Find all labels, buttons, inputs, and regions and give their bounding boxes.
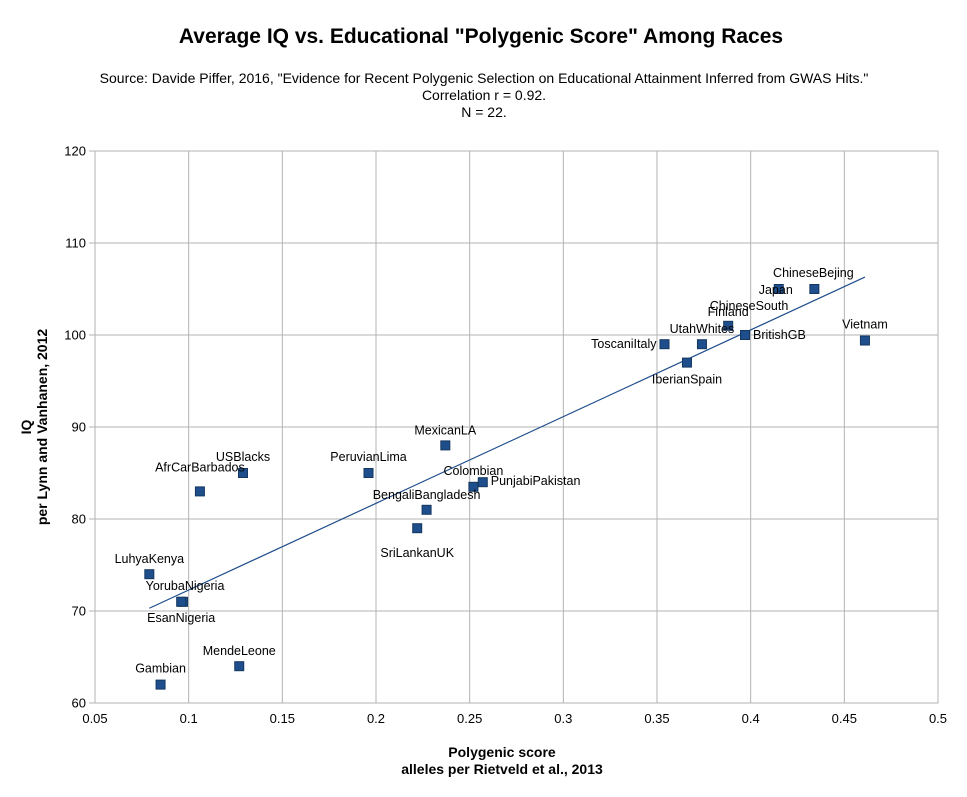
x-tick-label: 0.35	[644, 711, 669, 726]
point-label-utahwhites: UtahWhites	[670, 322, 735, 336]
x-tick-label: 0.45	[832, 711, 857, 726]
x-tick-label: 0.25	[457, 711, 482, 726]
point-label-britishgb: BritishGB	[753, 328, 806, 342]
point-label-japan: Japan	[759, 283, 793, 297]
point-mendeleone	[234, 661, 245, 672]
point-label-chinesebejing: ChineseBejing	[773, 266, 854, 280]
point-chinesesouth	[740, 330, 751, 340]
point-finland	[723, 320, 734, 331]
point-usblacks	[237, 468, 248, 478]
x-tick-labels: 0.05 0.1 0.15 0.2 0.25 0.3 0.35 0.4 0.45 0.5	[82, 711, 947, 726]
chart-title: Average IQ vs. Educational "Polygenic Sc…	[179, 25, 783, 48]
y-tick-label: 100	[64, 328, 86, 343]
point-label-srilankanuk: SriLankanUK	[380, 546, 454, 560]
y-tick-label: 60	[72, 696, 86, 711]
point-peruvianlima	[363, 468, 374, 478]
point-label-peruvianlima: PeruvianLima	[330, 450, 406, 464]
point-labels: Gambian LuhyaKenya YorubaNigeria EsanNigeri…	[115, 266, 888, 676]
point-label-luhyakenya: LuhyaKenya	[115, 552, 185, 566]
point-label-afrcarbarbados: AfrCarBarbados	[155, 460, 245, 474]
y-tick-label: 70	[72, 604, 86, 619]
point-srilankanuk	[412, 523, 423, 534]
x-tick-label: 0.5	[929, 711, 947, 726]
point-label-chinesesouth: ChineseSouth	[710, 299, 789, 313]
plot-area-frame	[94, 150, 939, 704]
x-axis-label: Polygenic score	[448, 744, 556, 760]
point-japan	[773, 284, 784, 294]
grid-lines	[89, 150, 939, 704]
x-tick-label: 0.4	[742, 711, 760, 726]
y-tick-label: 120	[64, 144, 86, 159]
point-iberianspain	[681, 357, 692, 368]
x-tick-label: 0.3	[554, 711, 572, 726]
trendline	[149, 276, 866, 609]
y-axis-label: IQ	[18, 420, 34, 435]
point-label-mendeleone: MendeLeone	[203, 644, 276, 658]
x-tick-label: 0.1	[180, 711, 198, 726]
point-label-gambian: Gambian	[135, 662, 186, 676]
point-label-vietnam: Vietnam	[842, 318, 888, 332]
chart-subtitle-correlation: Correlation r = 0.92.	[422, 87, 546, 103]
point-bengalibangladesh	[421, 504, 432, 515]
x-axis-sublabel: alleles per Rietveld et al., 2013	[401, 761, 603, 777]
x-tick-label: 0.05	[82, 711, 107, 726]
x-tick-label: 0.2	[367, 711, 385, 726]
point-label-usblacks: USBlacks	[216, 450, 270, 464]
point-utahwhites	[696, 339, 707, 350]
point-label-toscaniitaly: ToscaniItaly	[591, 337, 657, 351]
data-points	[144, 284, 870, 690]
chart-subtitle-n: N = 22.	[461, 104, 507, 120]
point-luhyakenya	[144, 569, 155, 580]
point-toscaniitaly	[659, 339, 670, 350]
chart-subtitle-source: Source: Davide Piffer, 2016, "Evidence f…	[100, 70, 869, 86]
point-mexicanla	[440, 440, 451, 451]
point-punjabipakistan	[477, 477, 488, 488]
point-gambian	[155, 679, 166, 690]
point-esannigeria	[176, 596, 187, 607]
y-tick-labels: 60 70 80 90 100 110 120	[64, 144, 86, 711]
point-label-colombian: Colombian	[444, 464, 504, 478]
point-label-esannigeria: EsanNigeria	[147, 611, 215, 625]
y-tick-label: 90	[72, 420, 86, 435]
point-label-finland: Finland	[708, 305, 749, 319]
point-vietnam	[859, 335, 870, 346]
point-label-iberianspain: IberianSpain	[652, 373, 722, 387]
point-label-yorubanigeria: YorubaNigeria	[146, 579, 225, 593]
point-label-bengalibangladesh: BengaliBangladesh	[373, 488, 481, 502]
point-afrcarbarbados	[194, 486, 205, 497]
point-label-mexicanla: MexicanLA	[414, 423, 476, 437]
x-tick-label: 0.15	[270, 711, 295, 726]
point-chinesebejing	[809, 284, 820, 294]
y-tick-label: 110	[65, 236, 86, 251]
point-label-punjabipakistan: PunjabiPakistan	[491, 474, 581, 488]
y-tick-label: 80	[72, 512, 86, 527]
y-axis-sublabel: per Lynn and Vanhanen, 2012	[34, 329, 50, 526]
